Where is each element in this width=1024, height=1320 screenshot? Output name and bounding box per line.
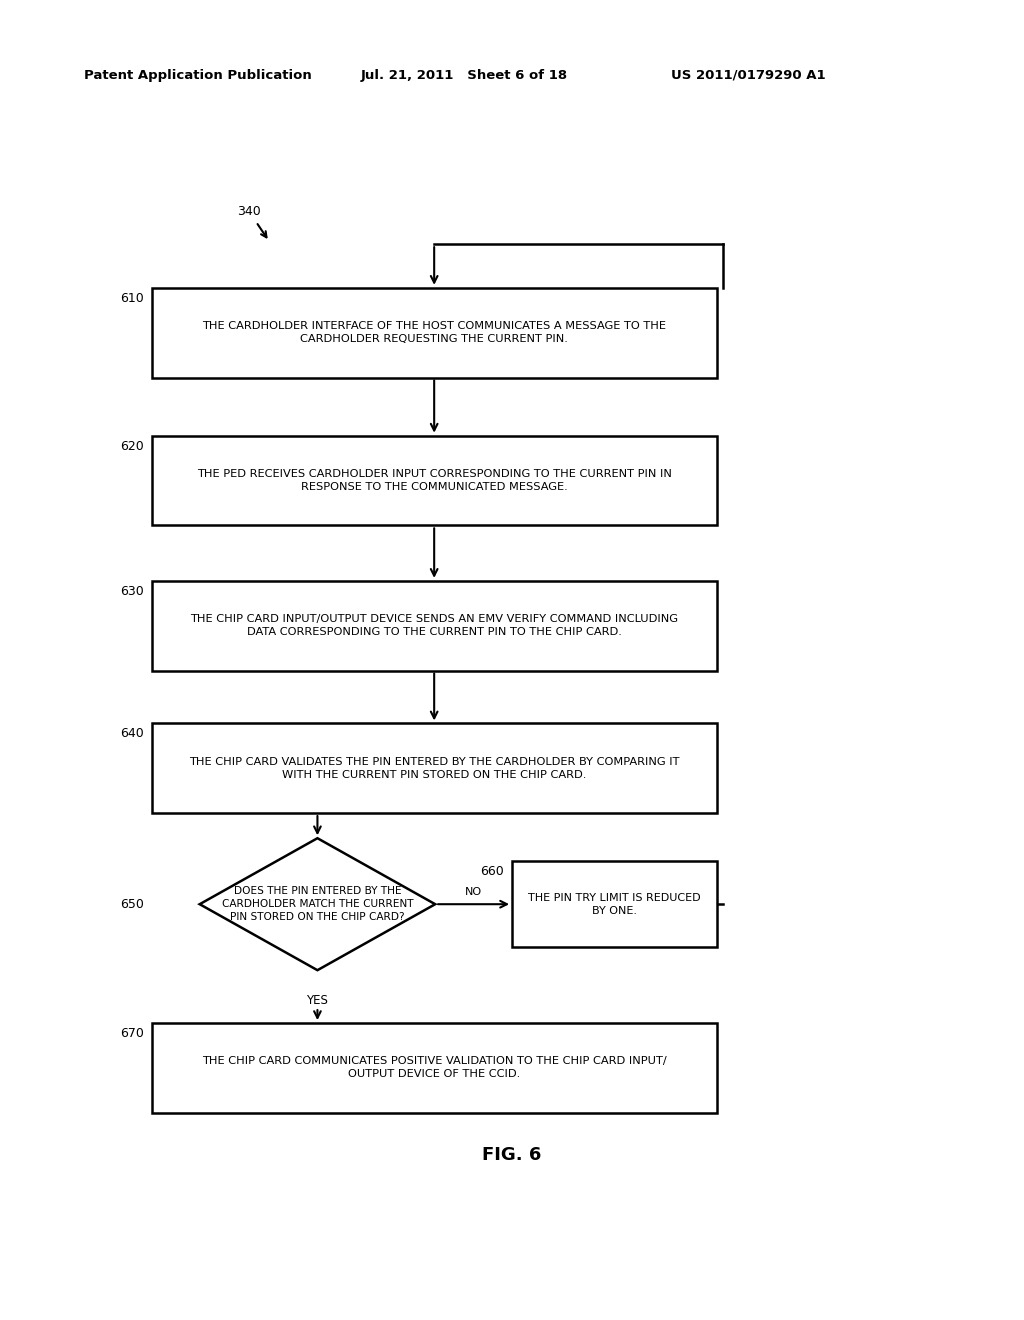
Text: THE PED RECEIVES CARDHOLDER INPUT CORRESPONDING TO THE CURRENT PIN IN
RESPONSE T: THE PED RECEIVES CARDHOLDER INPUT CORRES… [197, 469, 672, 492]
Bar [512, 862, 717, 948]
Text: 620: 620 [120, 440, 143, 453]
Text: THE CHIP CARD INPUT/OUTPUT DEVICE SENDS AN EMV VERIFY COMMAND INCLUDING
DATA COR: THE CHIP CARD INPUT/OUTPUT DEVICE SENDS … [190, 614, 678, 638]
Text: DOES THE PIN ENTERED BY THE
CARDHOLDER MATCH THE CURRENT
PIN STORED ON THE CHIP : DOES THE PIN ENTERED BY THE CARDHOLDER M… [221, 886, 414, 923]
Bar [152, 581, 717, 671]
Text: 640: 640 [120, 727, 143, 741]
Text: 610: 610 [120, 292, 143, 305]
Bar [152, 1023, 717, 1113]
Text: 630: 630 [120, 585, 143, 598]
Text: NO: NO [465, 887, 482, 898]
Bar [152, 288, 717, 378]
Text: Jul. 21, 2011   Sheet 6 of 18: Jul. 21, 2011 Sheet 6 of 18 [360, 69, 567, 82]
Text: 670: 670 [120, 1027, 143, 1040]
Text: US 2011/0179290 A1: US 2011/0179290 A1 [671, 69, 825, 82]
Text: THE CARDHOLDER INTERFACE OF THE HOST COMMUNICATES A MESSAGE TO THE
CARDHOLDER RE: THE CARDHOLDER INTERFACE OF THE HOST COM… [202, 321, 667, 345]
Text: 660: 660 [480, 866, 504, 878]
Text: THE CHIP CARD VALIDATES THE PIN ENTERED BY THE CARDHOLDER BY COMPARING IT
WITH T: THE CHIP CARD VALIDATES THE PIN ENTERED … [188, 756, 680, 780]
Text: FIG. 6: FIG. 6 [482, 1146, 542, 1164]
Text: 340: 340 [238, 205, 261, 218]
Text: YES: YES [306, 994, 329, 1007]
Text: Patent Application Publication: Patent Application Publication [84, 69, 311, 82]
Bar [152, 436, 717, 525]
Text: THE CHIP CARD COMMUNICATES POSITIVE VALIDATION TO THE CHIP CARD INPUT/
OUTPUT DE: THE CHIP CARD COMMUNICATES POSITIVE VALI… [202, 1056, 667, 1080]
Bar [152, 723, 717, 813]
Text: THE PIN TRY LIMIT IS REDUCED
BY ONE.: THE PIN TRY LIMIT IS REDUCED BY ONE. [528, 892, 700, 916]
Text: 650: 650 [120, 898, 143, 911]
Polygon shape [200, 838, 435, 970]
